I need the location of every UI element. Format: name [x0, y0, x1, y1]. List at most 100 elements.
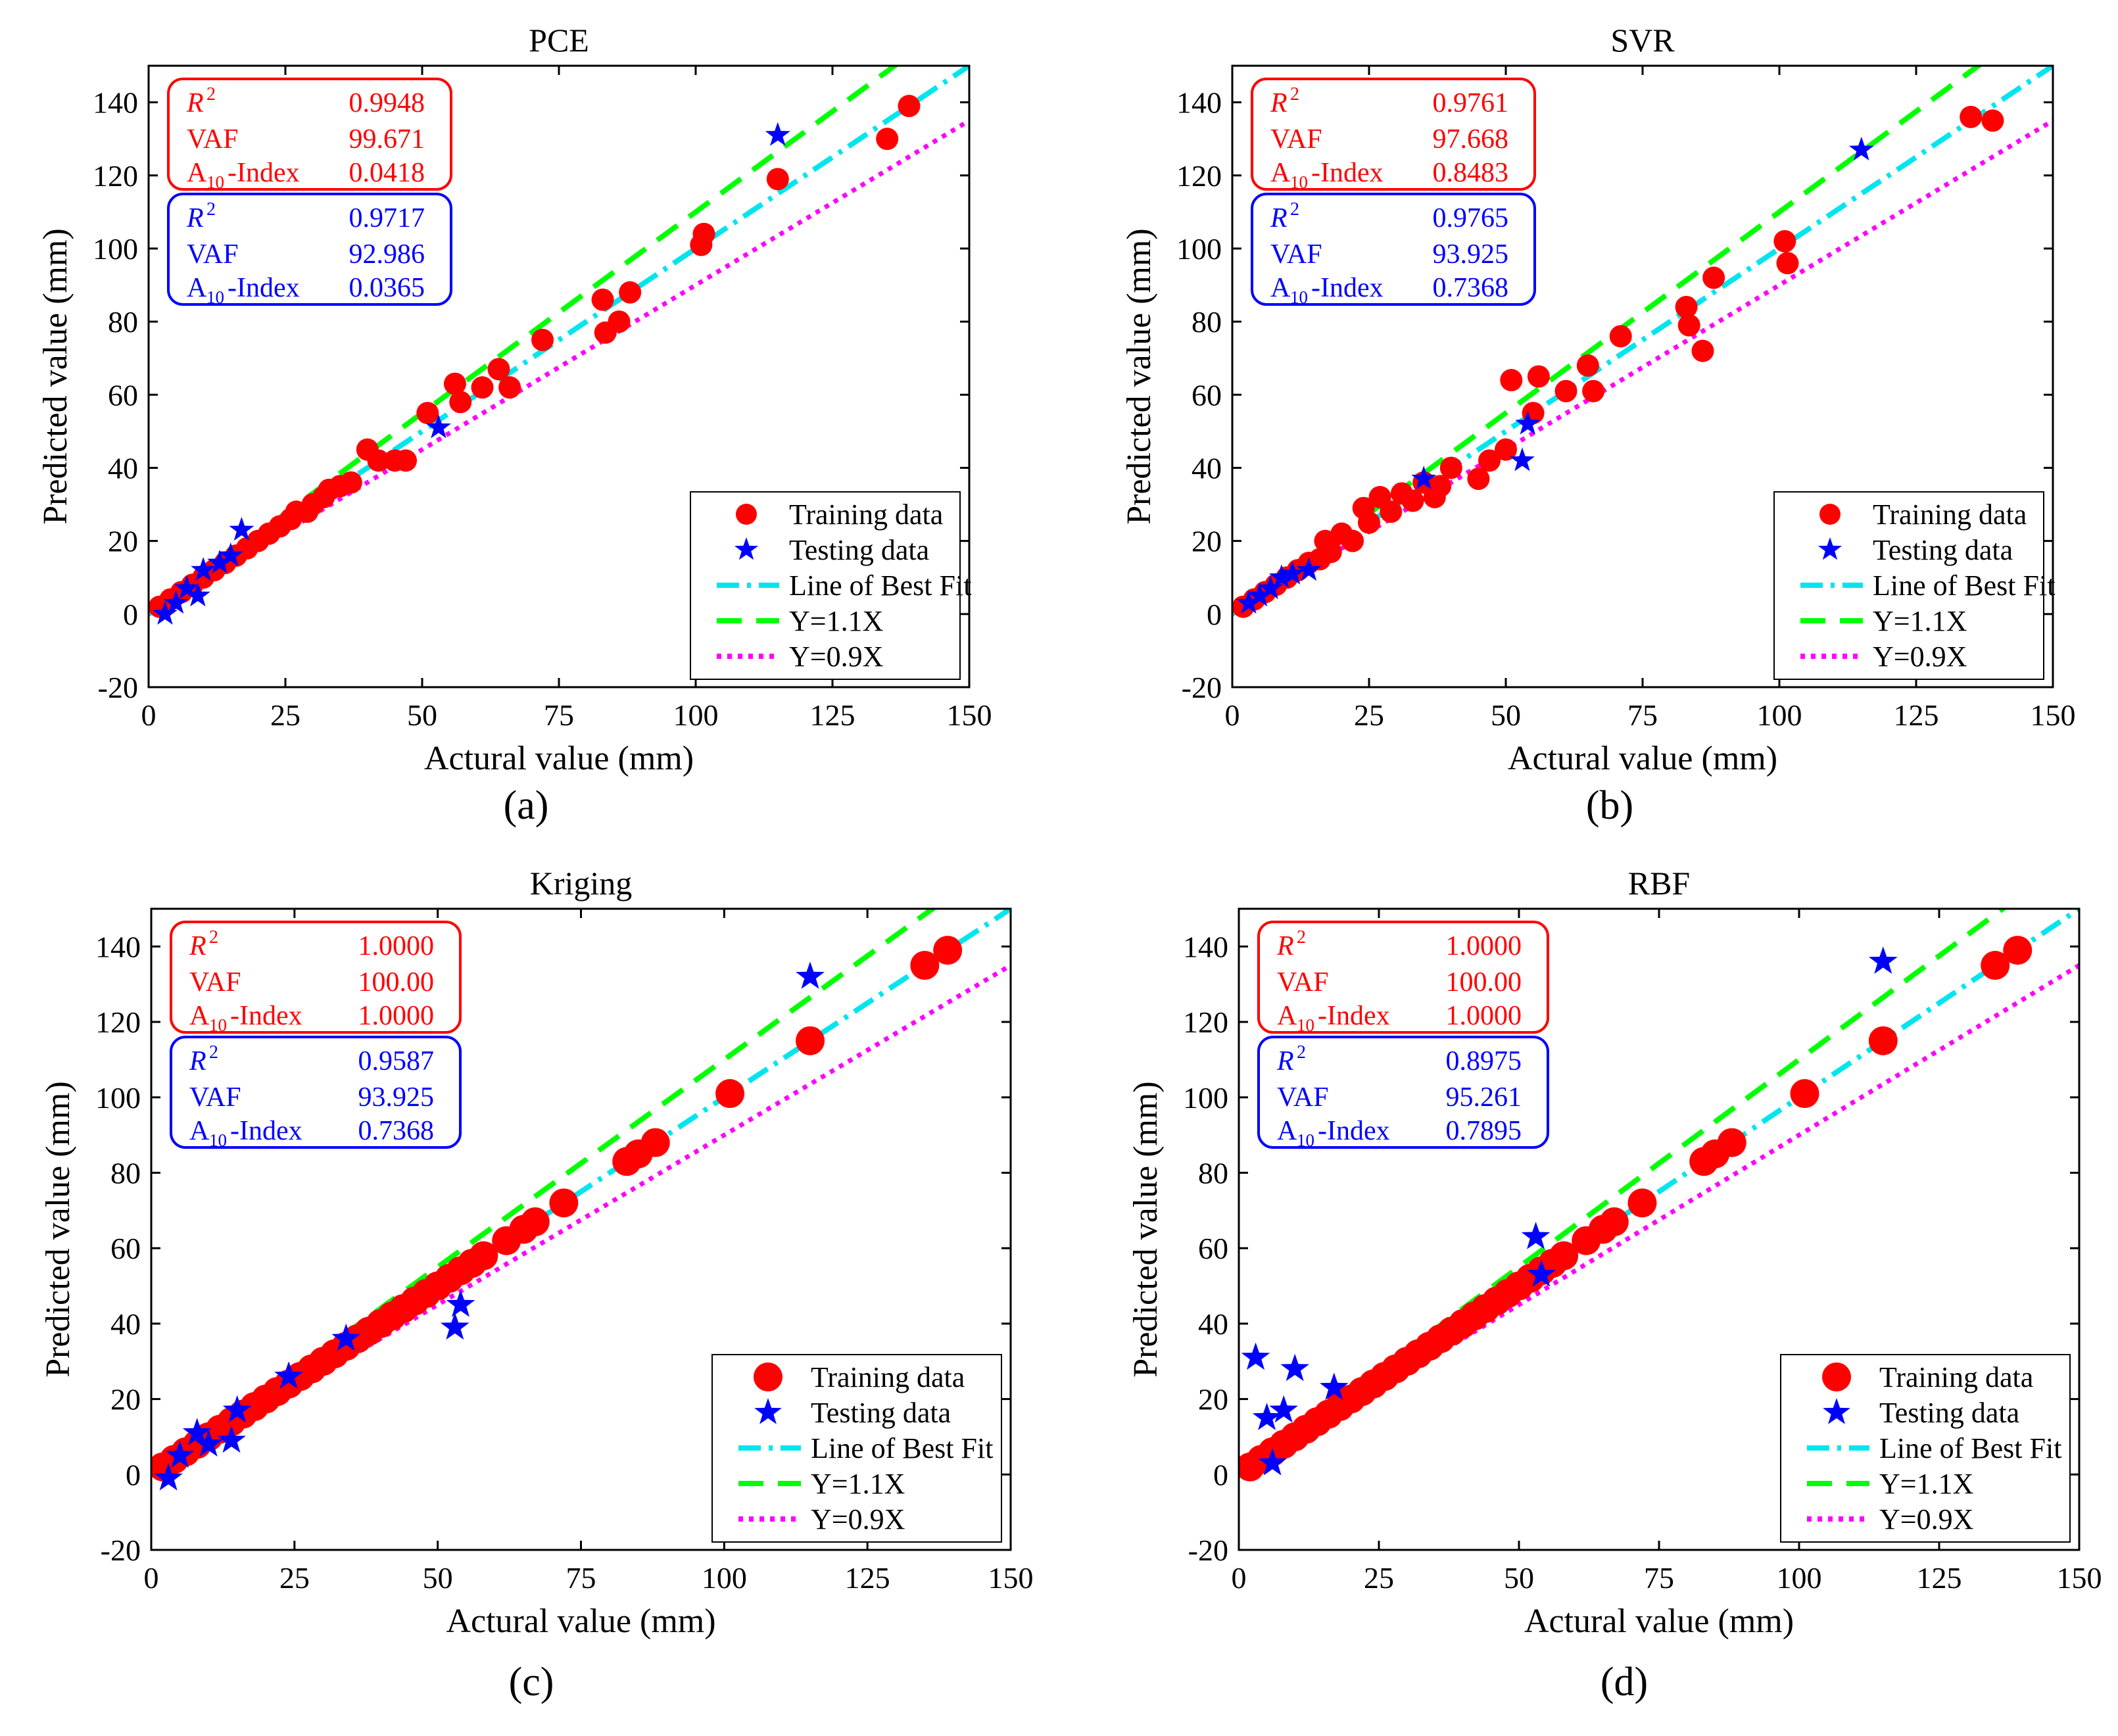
panel-label: (d): [1601, 1660, 1648, 1704]
testing-point: [1296, 557, 1322, 581]
training-point: [1773, 229, 1796, 253]
x-tick-label: 100: [1777, 1561, 1822, 1595]
legend-label-training: Training data: [1873, 498, 2027, 531]
stats-box-frame: [1251, 193, 1536, 306]
x-tick-label: 100: [702, 1561, 747, 1595]
legend-marker-testing: [734, 537, 759, 560]
y-tick-label: 140: [1183, 930, 1228, 963]
legend-label-y11: Y=1.1X: [811, 1468, 905, 1500]
vaf-value: 100.00: [1446, 967, 1522, 998]
legend-label-training: Training data: [811, 1361, 965, 1393]
y-tick-label: 140: [1176, 86, 1222, 120]
training-point: [395, 449, 418, 472]
training-point: [1341, 529, 1364, 552]
y-tick-label: 140: [95, 930, 141, 963]
y-tick-label: 80: [1198, 1156, 1228, 1190]
x-tick-label: 150: [988, 1561, 1034, 1595]
testing-point: [1868, 946, 1898, 974]
training-point: [1776, 252, 1799, 275]
a10-value: 0.7368: [358, 1116, 435, 1146]
training-point: [1609, 325, 1632, 348]
testing-point: [1236, 590, 1261, 614]
x-tick-label: 75: [1627, 698, 1658, 732]
training-point: [591, 288, 614, 311]
training-point: [766, 168, 789, 191]
y-tick-label: 20: [1191, 525, 1222, 558]
legend-label-testing: Testing data: [789, 534, 929, 566]
r2-value: 0.9948: [349, 88, 425, 118]
testing-point: [182, 1418, 212, 1445]
testing-point: [765, 122, 790, 146]
testing-point: [1241, 1342, 1270, 1370]
a10-label-prefix: A: [1277, 1001, 1297, 1031]
x-tick-label: 75: [1644, 1561, 1674, 1595]
training-point: [469, 1241, 498, 1270]
legend-label-best_fit: Line of Best Fit: [1879, 1432, 2061, 1464]
a10-label-suffix: -Index: [228, 158, 300, 188]
training-point: [1675, 295, 1698, 318]
legend-label-y09: Y=0.9X: [811, 1503, 905, 1535]
y-tick-label: 40: [110, 1307, 141, 1341]
a10-label-suffix: -Index: [1311, 273, 1384, 303]
stats-box-frame: [1257, 921, 1549, 1034]
a10-label-prefix: A: [1270, 273, 1291, 303]
x-tick-label: 0: [141, 698, 156, 732]
testing-point: [194, 1429, 223, 1457]
a10-label-prefix: A: [187, 273, 207, 303]
y-tick-label: 0: [123, 598, 138, 631]
y-tick-label: 20: [108, 525, 138, 558]
y-axis-label: Predicted value (mm): [1120, 228, 1158, 525]
a10-label-suffix: -Index: [230, 1001, 302, 1031]
r2-label: R: [186, 88, 204, 118]
legend-label-testing: Testing data: [811, 1397, 951, 1429]
x-tick-label: 50: [407, 698, 437, 732]
y-tick-label: 40: [1198, 1307, 1228, 1341]
y-tick-label: 20: [1198, 1383, 1228, 1416]
x-tick-label: 25: [1364, 1561, 1394, 1595]
training-point: [2003, 936, 2033, 965]
training-point: [487, 358, 510, 381]
r2-exponent: 2: [206, 199, 216, 220]
vaf-value: 100.00: [358, 967, 435, 998]
x-tick-label: 25: [270, 698, 301, 732]
testing-point: [274, 1361, 303, 1389]
testing-point: [222, 1395, 252, 1423]
stats-box-frame: [170, 1036, 462, 1149]
x-tick-label: 25: [279, 1561, 310, 1595]
axes-frame: [150, 907, 1012, 1551]
stats-box-frame: [1257, 1036, 1549, 1149]
training-point: [1467, 468, 1490, 491]
training-point: [1527, 365, 1550, 388]
training-point: [520, 1207, 550, 1237]
training-point: [1549, 1241, 1579, 1270]
testing-point: [1258, 1448, 1287, 1476]
training-point: [1717, 1128, 1746, 1157]
legend-label-training: Training data: [789, 498, 943, 531]
y-axis-label: Predicted value (mm): [39, 1081, 77, 1378]
r2-exponent: 2: [1297, 927, 1306, 948]
training-point: [1981, 109, 2004, 132]
x-tick-label: 25: [1354, 698, 1384, 732]
x-axis-label: Actural value (mm): [424, 740, 694, 777]
r2-value: 1.0000: [358, 931, 435, 961]
training-point: [1401, 489, 1424, 512]
a10-label-prefix: A: [189, 1001, 210, 1031]
vaf-label: VAF: [1270, 124, 1322, 155]
testing-point: [440, 1312, 469, 1340]
r2-label: R: [1276, 1046, 1294, 1076]
a10-label-prefix: A: [1277, 1116, 1297, 1146]
testing-point: [154, 1463, 183, 1491]
training-point: [416, 402, 439, 425]
legend-label-best_fit: Line of Best Fit: [811, 1432, 993, 1464]
r2-label: R: [1270, 88, 1288, 118]
stats-box-frame: [170, 921, 462, 1034]
training-point: [640, 1128, 670, 1157]
stats-box-frame: [167, 78, 452, 191]
y-axis-label: Predicted value (mm): [37, 228, 74, 525]
chart-title: PCE: [529, 22, 589, 59]
